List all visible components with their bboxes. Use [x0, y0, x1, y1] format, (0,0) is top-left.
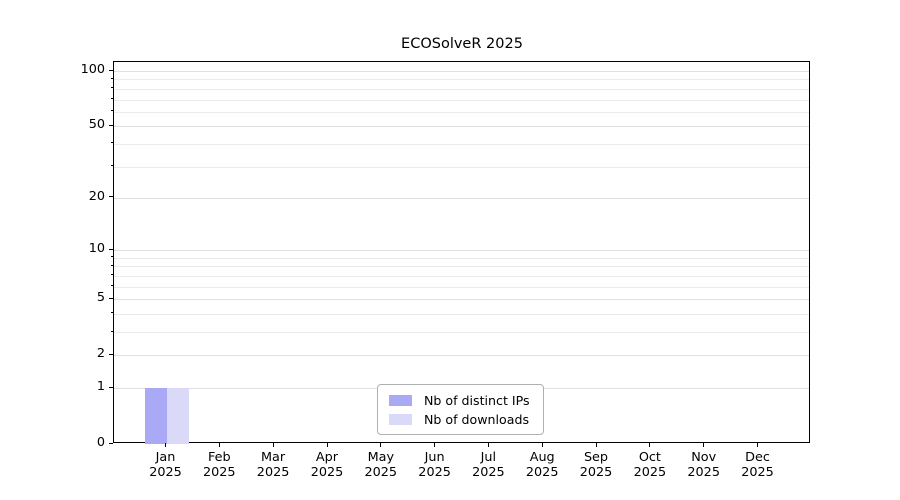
y-minor-tick-mark [110, 87, 113, 89]
y-gridline-major [114, 355, 809, 357]
y-tick-label: 5 [96, 290, 105, 306]
x-tick-mark [272, 443, 274, 447]
y-gridline-minor [114, 275, 809, 277]
x-tick-mark [487, 443, 489, 447]
x-tick-label: Sep 2025 [579, 450, 613, 480]
y-tick-label: 2 [96, 346, 105, 362]
x-tick-mark [326, 443, 328, 447]
bar-nb-of-downloads [166, 388, 189, 444]
x-tick-mark [703, 443, 705, 447]
y-gridline-major [114, 299, 809, 301]
x-tick-label: Jul 2025 [472, 450, 505, 480]
x-tick-mark [434, 443, 436, 447]
y-minor-tick-mark [110, 142, 113, 144]
y-gridline-minor [114, 257, 809, 259]
y-minor-tick-mark [110, 264, 113, 266]
y-minor-tick-mark [110, 77, 113, 79]
y-gridline-minor [114, 143, 809, 145]
legend-label-downloads: Nb of downloads [424, 411, 530, 427]
plot-area: Nb of distinct IPs Nb of downloads [113, 61, 810, 444]
x-tick-label: Jan 2025 [149, 450, 182, 480]
y-tick-mark [109, 353, 113, 355]
x-tick-mark [649, 443, 651, 447]
bar-nb-of-distinct-ips [144, 388, 167, 444]
y-minor-tick-mark [110, 330, 113, 332]
x-tick-label: Aug 2025 [525, 450, 559, 480]
x-tick-label: Feb 2025 [203, 450, 236, 480]
x-tick-label: Jun 2025 [418, 450, 451, 480]
y-tick-label: 50 [88, 117, 105, 133]
y-minor-tick-mark [110, 274, 113, 276]
y-tick-label: 100 [80, 62, 105, 77]
legend: Nb of distinct IPs Nb of downloads [377, 384, 544, 435]
legend-swatch-distinct-ips [389, 394, 412, 406]
x-tick-mark [541, 443, 543, 447]
legend-label-distinct-ips: Nb of distinct IPs [424, 392, 530, 408]
y-minor-tick-mark [110, 312, 113, 314]
legend-item-downloads: Nb of downloads [389, 411, 530, 427]
y-gridline-minor [114, 313, 809, 315]
x-tick-mark [165, 443, 166, 447]
y-minor-tick-mark [110, 256, 113, 258]
y-tick-mark [109, 297, 113, 299]
x-tick-label: Nov 2025 [687, 450, 720, 480]
x-tick-mark [757, 443, 758, 447]
y-gridline-minor [114, 111, 809, 113]
x-tick-label: Oct 2025 [633, 450, 667, 480]
y-tick-label: 20 [88, 188, 105, 204]
y-gridline-minor [114, 99, 809, 101]
y-gridline-major [114, 250, 809, 252]
x-tick-mark [218, 443, 220, 447]
legend-item-distinct-ips: Nb of distinct IPs [389, 392, 530, 408]
y-tick-mark [109, 386, 113, 388]
y-minor-tick-mark [110, 98, 113, 99]
y-minor-tick-mark [110, 165, 113, 166]
y-gridline-minor [114, 79, 809, 81]
y-gridline-major [114, 126, 809, 128]
y-tick-label: 1 [96, 379, 105, 394]
y-gridline-minor [114, 166, 809, 168]
x-tick-label: May 2025 [364, 450, 398, 480]
x-tick-label: Apr 2025 [310, 450, 344, 480]
y-minor-tick-mark [110, 285, 113, 287]
chart-title: ECOSolveR 2025 [401, 36, 523, 52]
x-tick-label: Dec 2025 [741, 450, 774, 480]
legend-swatch-downloads [389, 413, 412, 425]
y-minor-tick-mark [110, 110, 113, 112]
x-tick-mark [595, 443, 597, 447]
y-gridline-major [114, 71, 809, 72]
y-tick-label: 0 [96, 435, 105, 450]
y-tick-mark [109, 196, 113, 198]
y-gridline-minor [114, 286, 809, 288]
y-tick-mark [109, 69, 113, 71]
y-tick-mark [109, 124, 113, 126]
y-tick-label: 10 [88, 241, 105, 257]
x-tick-label: Mar 2025 [256, 450, 290, 480]
y-gridline-minor [114, 266, 809, 268]
x-tick-mark [380, 443, 382, 447]
y-tick-mark [109, 248, 113, 250]
y-tick-mark [109, 442, 113, 444]
y-gridline-major [114, 197, 809, 199]
y-gridline-minor [114, 88, 809, 90]
y-gridline-minor [114, 332, 809, 333]
